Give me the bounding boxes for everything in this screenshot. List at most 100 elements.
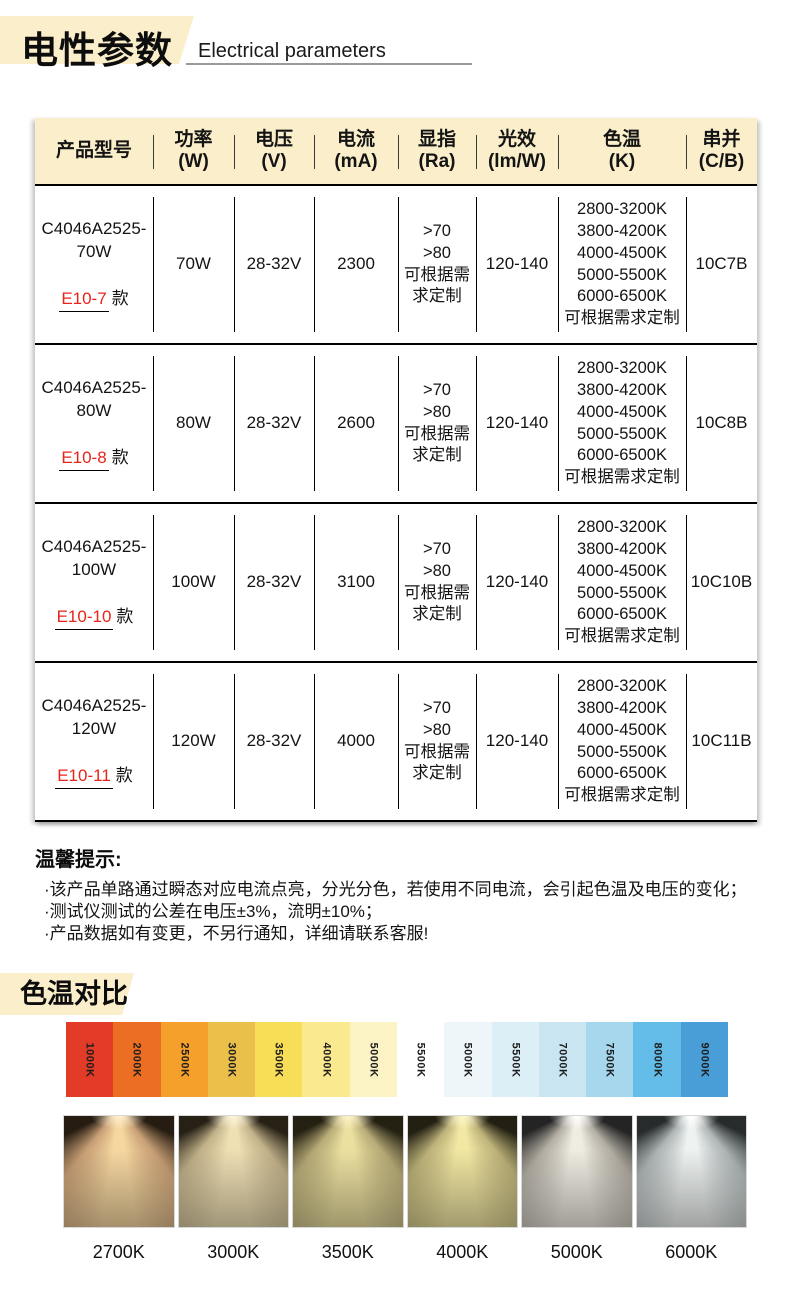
tips-title: 温馨提示: [35, 849, 122, 871]
cell-cri: >70 >80 可根据需 求定制 [397, 504, 476, 661]
beam-image [177, 1115, 289, 1228]
cct-swatch-label: 5000K [367, 1042, 380, 1077]
cct-swatch: 5000K [444, 1022, 492, 1097]
cct-swatch-label: 7500K [603, 1042, 616, 1077]
model-edition-suffix: 款 [111, 289, 129, 309]
beam-photo: 5000K [521, 1115, 633, 1263]
col-header-cct: 色温 (K) [557, 118, 686, 184]
cct-swatch: 1000K [66, 1022, 114, 1097]
tips-section: 温馨提示: ·该产品单路通过瞬态对应电流点亮，分光分色，若使用不同电流，会引起色… [35, 843, 760, 945]
model-edition: E10-11 [55, 766, 113, 790]
model-edition-line: E10-7 款 [59, 266, 129, 313]
cct-swatch-label: 3000K [225, 1042, 238, 1077]
cell-cri: >70 >80 可根据需 求定制 [397, 186, 476, 343]
cct-swatch-label: 9000K [698, 1042, 711, 1077]
cell-power: 100W [152, 504, 234, 661]
cct-swatch: 7000K [538, 1022, 587, 1097]
beam-label: 6000K [665, 1242, 718, 1262]
cct-swatch: 5000K [349, 1022, 397, 1097]
beam-photo: 6000K [635, 1115, 747, 1263]
model-edition-line: E10-8 款 [59, 425, 129, 472]
beam-label: 4000K [436, 1242, 489, 1262]
col-header-current: 电流 (mA) [313, 118, 398, 184]
page-title: 电性参数 [21, 30, 173, 71]
cell-circuit: 10C11B [685, 663, 757, 820]
cell-power: 80W [152, 345, 234, 502]
col-header-power: 功率 (W) [152, 118, 234, 184]
cct-swatch-label: 7000K [556, 1042, 569, 1077]
subtitle-underline [186, 63, 472, 65]
cct-swatch-label: 2500K [178, 1042, 191, 1077]
cell-efficacy: 120-140 [475, 186, 558, 343]
cell-current: 4000 [313, 663, 398, 820]
cct-swatch-label: 2000K [130, 1042, 143, 1077]
beam-label: 2700K [92, 1242, 145, 1262]
col-header-cri: 显指 (Ra) [397, 118, 476, 184]
cct-section-title: 色温对比 [20, 979, 128, 1009]
cell-model: C4046A2525- 100W E10-10 款 [35, 504, 153, 661]
model-edition-line: E10-10 款 [54, 584, 134, 631]
cell-cct: 2800-3200K 3800-4200K 4000-4500K 5000-55… [557, 186, 686, 343]
beam-label: 3000K [207, 1242, 260, 1262]
beam-image [521, 1115, 633, 1228]
cell-power: 70W [152, 186, 234, 343]
cct-swatch: 5500K [396, 1022, 445, 1097]
cell-cct: 2800-3200K 3800-4200K 4000-4500K 5000-55… [557, 345, 686, 502]
cell-cri: >70 >80 可根据需 求定制 [397, 345, 476, 502]
cct-swatch: 4000K [302, 1022, 350, 1097]
cell-circuit: 10C7B [685, 186, 757, 343]
cct-swatch: 7500K [586, 1022, 634, 1097]
cct-swatch: 8000K [633, 1022, 681, 1097]
beam-label: 5000K [550, 1242, 603, 1262]
cct-swatch-label: 4000K [320, 1042, 333, 1077]
model-edition-suffix: 款 [115, 766, 133, 786]
cct-swatch-label: 5000K [461, 1042, 474, 1077]
cell-current: 3100 [313, 504, 398, 661]
table-row: C4046A2525- 100W E10-10 款 100W 28-32V 310… [35, 504, 757, 663]
cell-efficacy: 120-140 [475, 345, 558, 502]
beam-photo: 2700K [63, 1115, 175, 1263]
cct-swatch-label: 5500K [509, 1042, 522, 1077]
cct-swatch-label: 5500K [414, 1042, 427, 1077]
col-header-circuit: 串并 (C/B) [685, 118, 757, 184]
beam-photo: 4000K [406, 1115, 518, 1263]
cell-efficacy: 120-140 [475, 504, 558, 661]
table-row: C4046A2525- 120W E10-11 款 120W 28-32V 400… [35, 663, 757, 822]
model-edition-suffix: 款 [111, 448, 129, 468]
model-code: C4046A2525- 70W [41, 218, 147, 261]
table-row: C4046A2525- 70W E10-7 款 70W 28-32V 2300 >… [35, 186, 757, 345]
title-highlight-band [0, 16, 194, 64]
cell-cct: 2800-3200K 3800-4200K 4000-4500K 5000-55… [557, 504, 686, 661]
model-edition-suffix: 款 [116, 607, 134, 627]
cct-highlight-band [0, 973, 134, 1015]
cct-swatch: 5500K [491, 1022, 539, 1097]
cct-swatch-label: 8000K [651, 1042, 664, 1077]
cct-swatch: 9000K [680, 1022, 728, 1097]
cell-cct: 2800-3200K 3800-4200K 4000-4500K 5000-55… [557, 663, 686, 820]
cell-model: C4046A2525- 70W E10-7 款 [35, 186, 153, 343]
cell-efficacy: 120-140 [475, 663, 558, 820]
spec-table: 产品型号 功率 (W) 电压 (V) 电流 (mA) 显指 (Ra) 光效 (l… [35, 118, 757, 822]
beam-photo: 3000K [177, 1115, 289, 1263]
cell-voltage: 28-32V [233, 504, 314, 661]
cct-scale: 1000K 2000K 2500K 3000K 3500K 4000K 5000… [66, 1022, 728, 1097]
beam-image [292, 1115, 404, 1228]
tips-line: ·产品数据如有变更，不另行通知，详细请联系客服! [44, 924, 429, 943]
beam-image [63, 1115, 175, 1228]
cell-model: C4046A2525- 120W E10-11 款 [35, 663, 153, 820]
cct-swatch: 3000K [207, 1022, 256, 1097]
cct-swatch: 2000K [113, 1022, 161, 1097]
page-subtitle: Electrical parameters [198, 40, 386, 62]
cell-power: 120W [152, 663, 234, 820]
cell-current: 2600 [313, 345, 398, 502]
tips-line: ·该产品单路通过瞬态对应电流点亮，分光分色，若使用不同电流，会引起色温及电压的变… [44, 880, 747, 899]
cell-circuit: 10C10B [685, 504, 757, 661]
cell-current: 2300 [313, 186, 398, 343]
tips-line: ·测试仪测试的公差在电压±3%，流明±10%； [44, 902, 382, 921]
cell-circuit: 10C8B [685, 345, 757, 502]
cell-voltage: 28-32V [233, 345, 314, 502]
cct-swatch-label: 3500K [272, 1042, 285, 1077]
model-code: C4046A2525- 80W [41, 377, 147, 420]
model-code: C4046A2525- 100W [41, 536, 147, 579]
